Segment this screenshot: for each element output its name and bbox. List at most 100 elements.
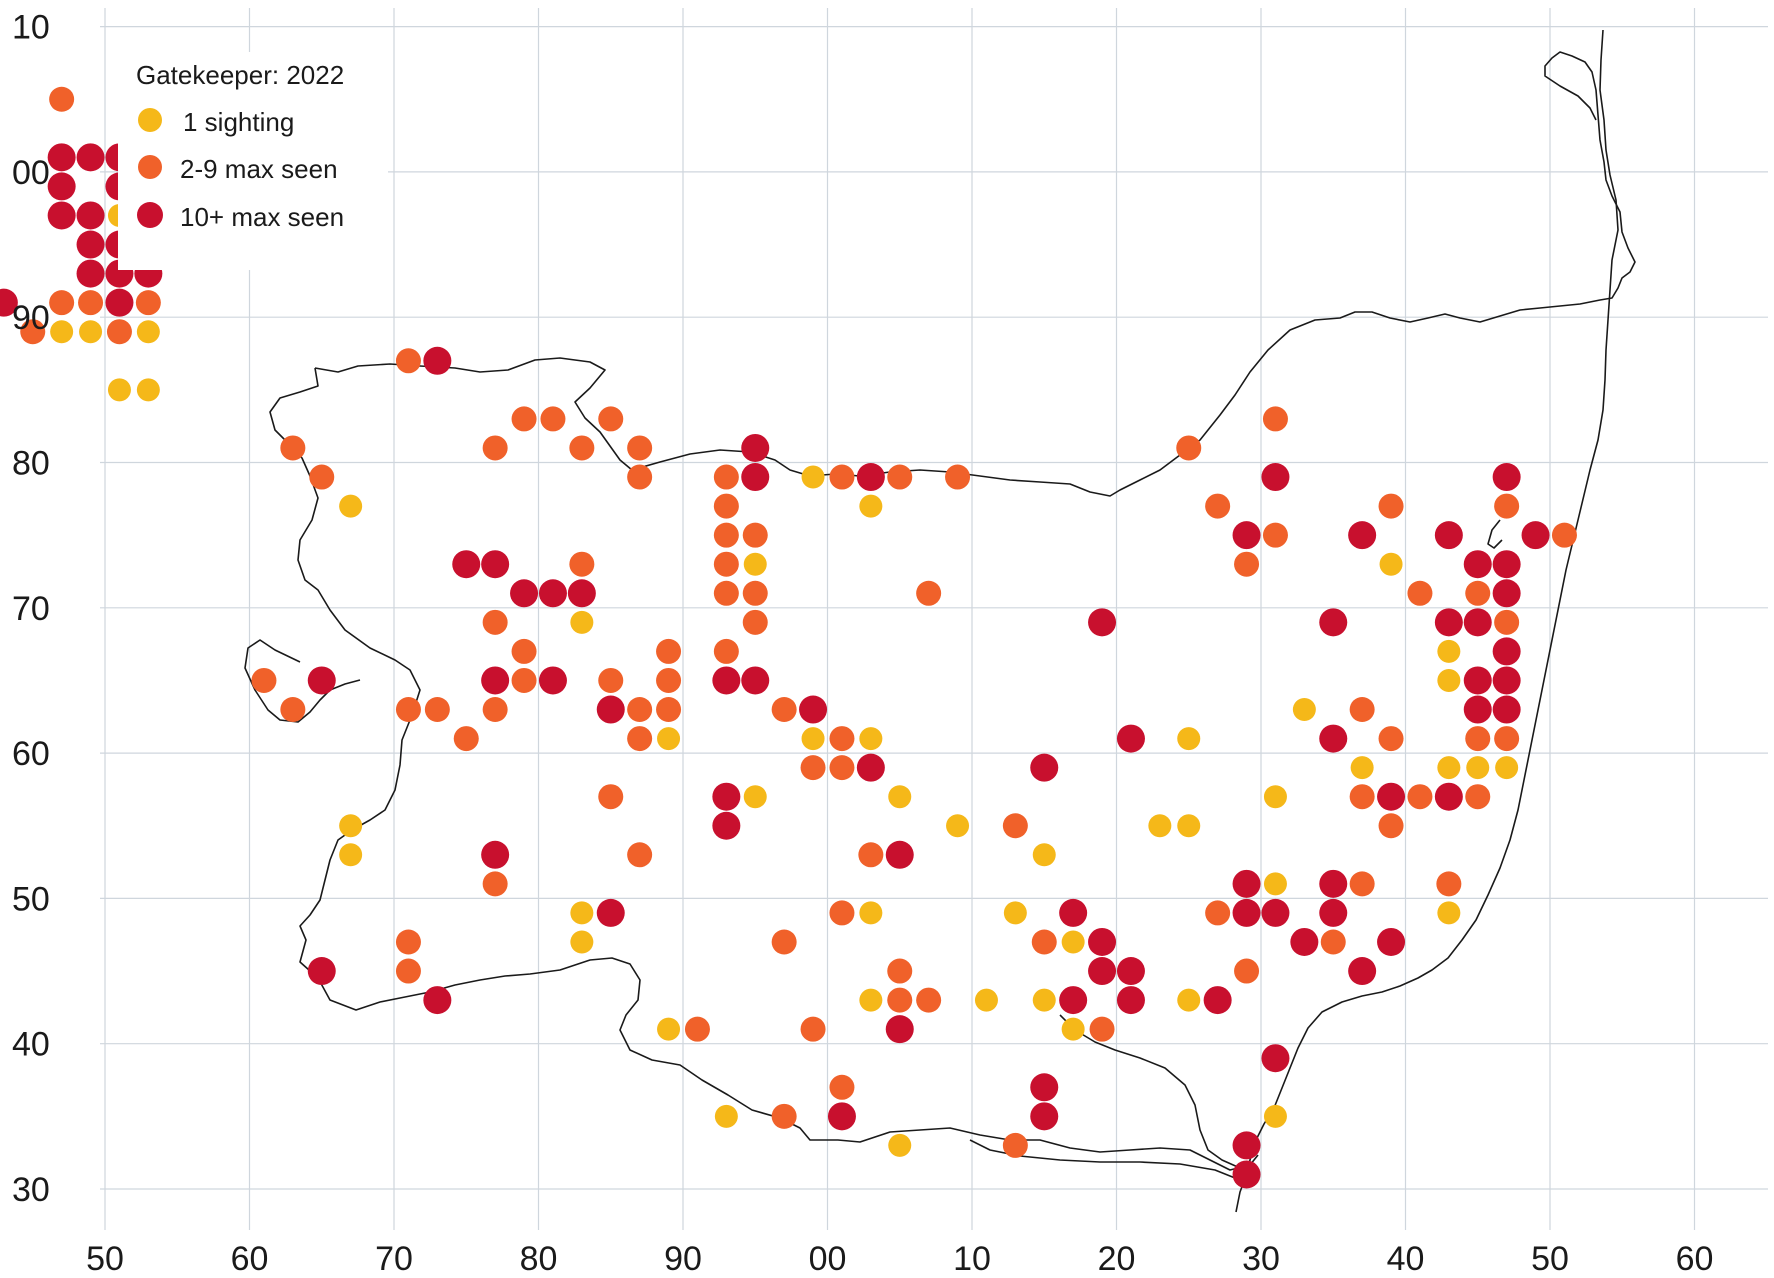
sighting-dot-c2 xyxy=(858,842,884,868)
sighting-dot-c1 xyxy=(1263,872,1287,896)
x-tick-label: 80 xyxy=(520,1240,558,1278)
y-tick-label: 40 xyxy=(12,1026,50,1064)
sighting-dot-c3 xyxy=(1232,898,1261,927)
sighting-dot-c3 xyxy=(1290,927,1319,956)
sighting-dot-c2 xyxy=(1465,580,1491,606)
sighting-dot-c2 xyxy=(771,1103,797,1129)
sighting-dot-c3 xyxy=(1492,637,1521,666)
sighting-dot-c2 xyxy=(887,958,913,984)
sighting-dot-c3 xyxy=(799,695,828,724)
sighting-dot-c2 xyxy=(945,464,971,490)
sighting-dot-c3 xyxy=(1030,753,1059,782)
sighting-dot-c3 xyxy=(1059,898,1088,927)
x-tick-label: 50 xyxy=(1531,1240,1569,1278)
sighting-dot-c3 xyxy=(1088,608,1117,637)
sighting-dot-c1 xyxy=(859,988,883,1012)
sighting-dot-c3 xyxy=(1261,1044,1290,1073)
sighting-dot-c1 xyxy=(743,785,767,809)
x-tick-label: 70 xyxy=(375,1240,413,1278)
sighting-dot-c2 xyxy=(829,900,855,926)
sighting-dot-c2 xyxy=(280,435,306,461)
sighting-dot-c2 xyxy=(829,464,855,490)
sighting-dot-c3 xyxy=(510,579,539,608)
sighting-dot-c3 xyxy=(1319,869,1348,898)
sighting-dot-c1 xyxy=(801,465,825,489)
sighting-dot-c3 xyxy=(1232,1160,1261,1189)
x-tick-label: 90 xyxy=(664,1240,702,1278)
sighting-dot-c3 xyxy=(307,957,336,986)
sighting-dot-c2 xyxy=(1407,580,1433,606)
sighting-dot-c2 xyxy=(453,726,479,752)
sighting-dot-c3 xyxy=(1434,608,1463,637)
sighting-dot-c3 xyxy=(538,666,567,695)
sighting-dot-c3 xyxy=(856,753,885,782)
sighting-dot-c3 xyxy=(1377,782,1406,811)
legend: Gatekeeper: 2022 1 sighting 2-9 max seen… xyxy=(118,52,388,270)
sighting-dot-c3 xyxy=(1492,579,1521,608)
sighting-dot-c3 xyxy=(1116,957,1145,986)
sighting-dot-c3 xyxy=(712,666,741,695)
sighting-dot-c2 xyxy=(800,755,826,781)
sighting-dot-c2 xyxy=(1089,1016,1115,1042)
sighting-dot-c3 xyxy=(481,840,510,869)
x-tick-label: 60 xyxy=(231,1240,269,1278)
sighting-dot-c3 xyxy=(423,346,452,375)
sighting-dot-c3 xyxy=(567,579,596,608)
sighting-dot-c1 xyxy=(974,988,998,1012)
legend-swatch-2-9-max-seen xyxy=(138,155,162,179)
sighting-dot-c2 xyxy=(482,609,508,635)
x-tick-label: 40 xyxy=(1387,1240,1425,1278)
sighting-dot-c1 xyxy=(1437,901,1461,925)
sighting-dot-c2 xyxy=(106,319,132,345)
sighting-dot-c3 xyxy=(1059,986,1088,1015)
grid-lines xyxy=(100,8,1768,1230)
sighting-dot-c1 xyxy=(1437,668,1461,692)
sighting-dot-c1 xyxy=(1437,756,1461,780)
sighting-dot-c3 xyxy=(1492,695,1521,724)
sighting-dot-c3 xyxy=(827,1102,856,1131)
sighting-dot-c2 xyxy=(511,406,537,432)
sighting-dot-c1 xyxy=(1032,843,1056,867)
sighting-dot-c3 xyxy=(1116,724,1145,753)
sighting-dot-c1 xyxy=(1437,639,1461,663)
sighting-dot-c3 xyxy=(47,201,76,230)
sighting-dot-c2 xyxy=(771,929,797,955)
x-tick-label: 50 xyxy=(86,1240,124,1278)
y-tick-label: 30 xyxy=(12,1171,50,1209)
sighting-dot-c2 xyxy=(887,464,913,490)
sighting-dot-c2 xyxy=(713,551,739,577)
sighting-dot-c2 xyxy=(78,290,104,316)
sighting-dot-c2 xyxy=(627,842,653,868)
sighting-dot-c2 xyxy=(829,755,855,781)
sighting-dot-c3 xyxy=(1088,957,1117,986)
sighting-dot-c1 xyxy=(1263,785,1287,809)
sighting-dot-c3 xyxy=(0,288,18,317)
sighting-dot-c3 xyxy=(538,579,567,608)
sighting-dot-c1 xyxy=(339,843,363,867)
y-tick-label: 10 xyxy=(12,9,50,47)
sighting-dot-c1 xyxy=(714,1104,738,1128)
sighting-dot-c2 xyxy=(656,667,682,693)
sighting-dot-c3 xyxy=(76,259,105,288)
sighting-dot-c3 xyxy=(1232,869,1261,898)
sighting-dot-c3 xyxy=(885,840,914,869)
sighting-dot-c2 xyxy=(598,667,624,693)
sighting-dot-c1 xyxy=(1177,727,1201,751)
sighting-dot-c3 xyxy=(1492,666,1521,695)
sighting-dot-c2 xyxy=(742,580,768,606)
sighting-dot-c1 xyxy=(136,378,160,402)
sighting-dot-c3 xyxy=(1463,608,1492,637)
sighting-dot-c1 xyxy=(1263,1104,1287,1128)
sighting-dot-c3 xyxy=(1319,724,1348,753)
sighting-dot-c3 xyxy=(481,550,510,579)
sighting-dot-c3 xyxy=(856,463,885,492)
sighting-dot-c3 xyxy=(741,433,770,462)
sighting-dot-c3 xyxy=(596,898,625,927)
x-tick-label: 20 xyxy=(1098,1240,1136,1278)
sighting-dot-c2 xyxy=(1378,493,1404,519)
sighting-dot-c1 xyxy=(657,727,681,751)
sighting-dot-c2 xyxy=(395,958,421,984)
sighting-dot-c2 xyxy=(713,522,739,548)
sighting-dot-c1 xyxy=(859,494,883,518)
